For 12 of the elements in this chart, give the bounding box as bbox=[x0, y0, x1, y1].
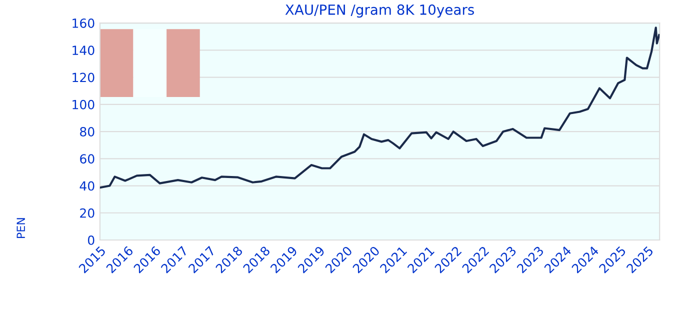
y-tick-label: 40 bbox=[80, 181, 94, 191]
y-tick-label: 20 bbox=[80, 208, 94, 218]
y-tick-label: 160 bbox=[72, 18, 94, 28]
y-tick-label: 60 bbox=[80, 154, 94, 164]
y-tick-label: 120 bbox=[72, 72, 94, 82]
y-tick-label: 100 bbox=[72, 100, 94, 110]
y-tick-label: 140 bbox=[72, 46, 94, 56]
y-tick-label: 80 bbox=[80, 126, 94, 136]
y-axis-title: PEN bbox=[16, 218, 25, 238]
y-tick-label: 0 bbox=[88, 235, 94, 245]
line-series bbox=[100, 26, 660, 189]
chart-title: XAU/PEN /gram 8K 10years bbox=[285, 4, 474, 18]
